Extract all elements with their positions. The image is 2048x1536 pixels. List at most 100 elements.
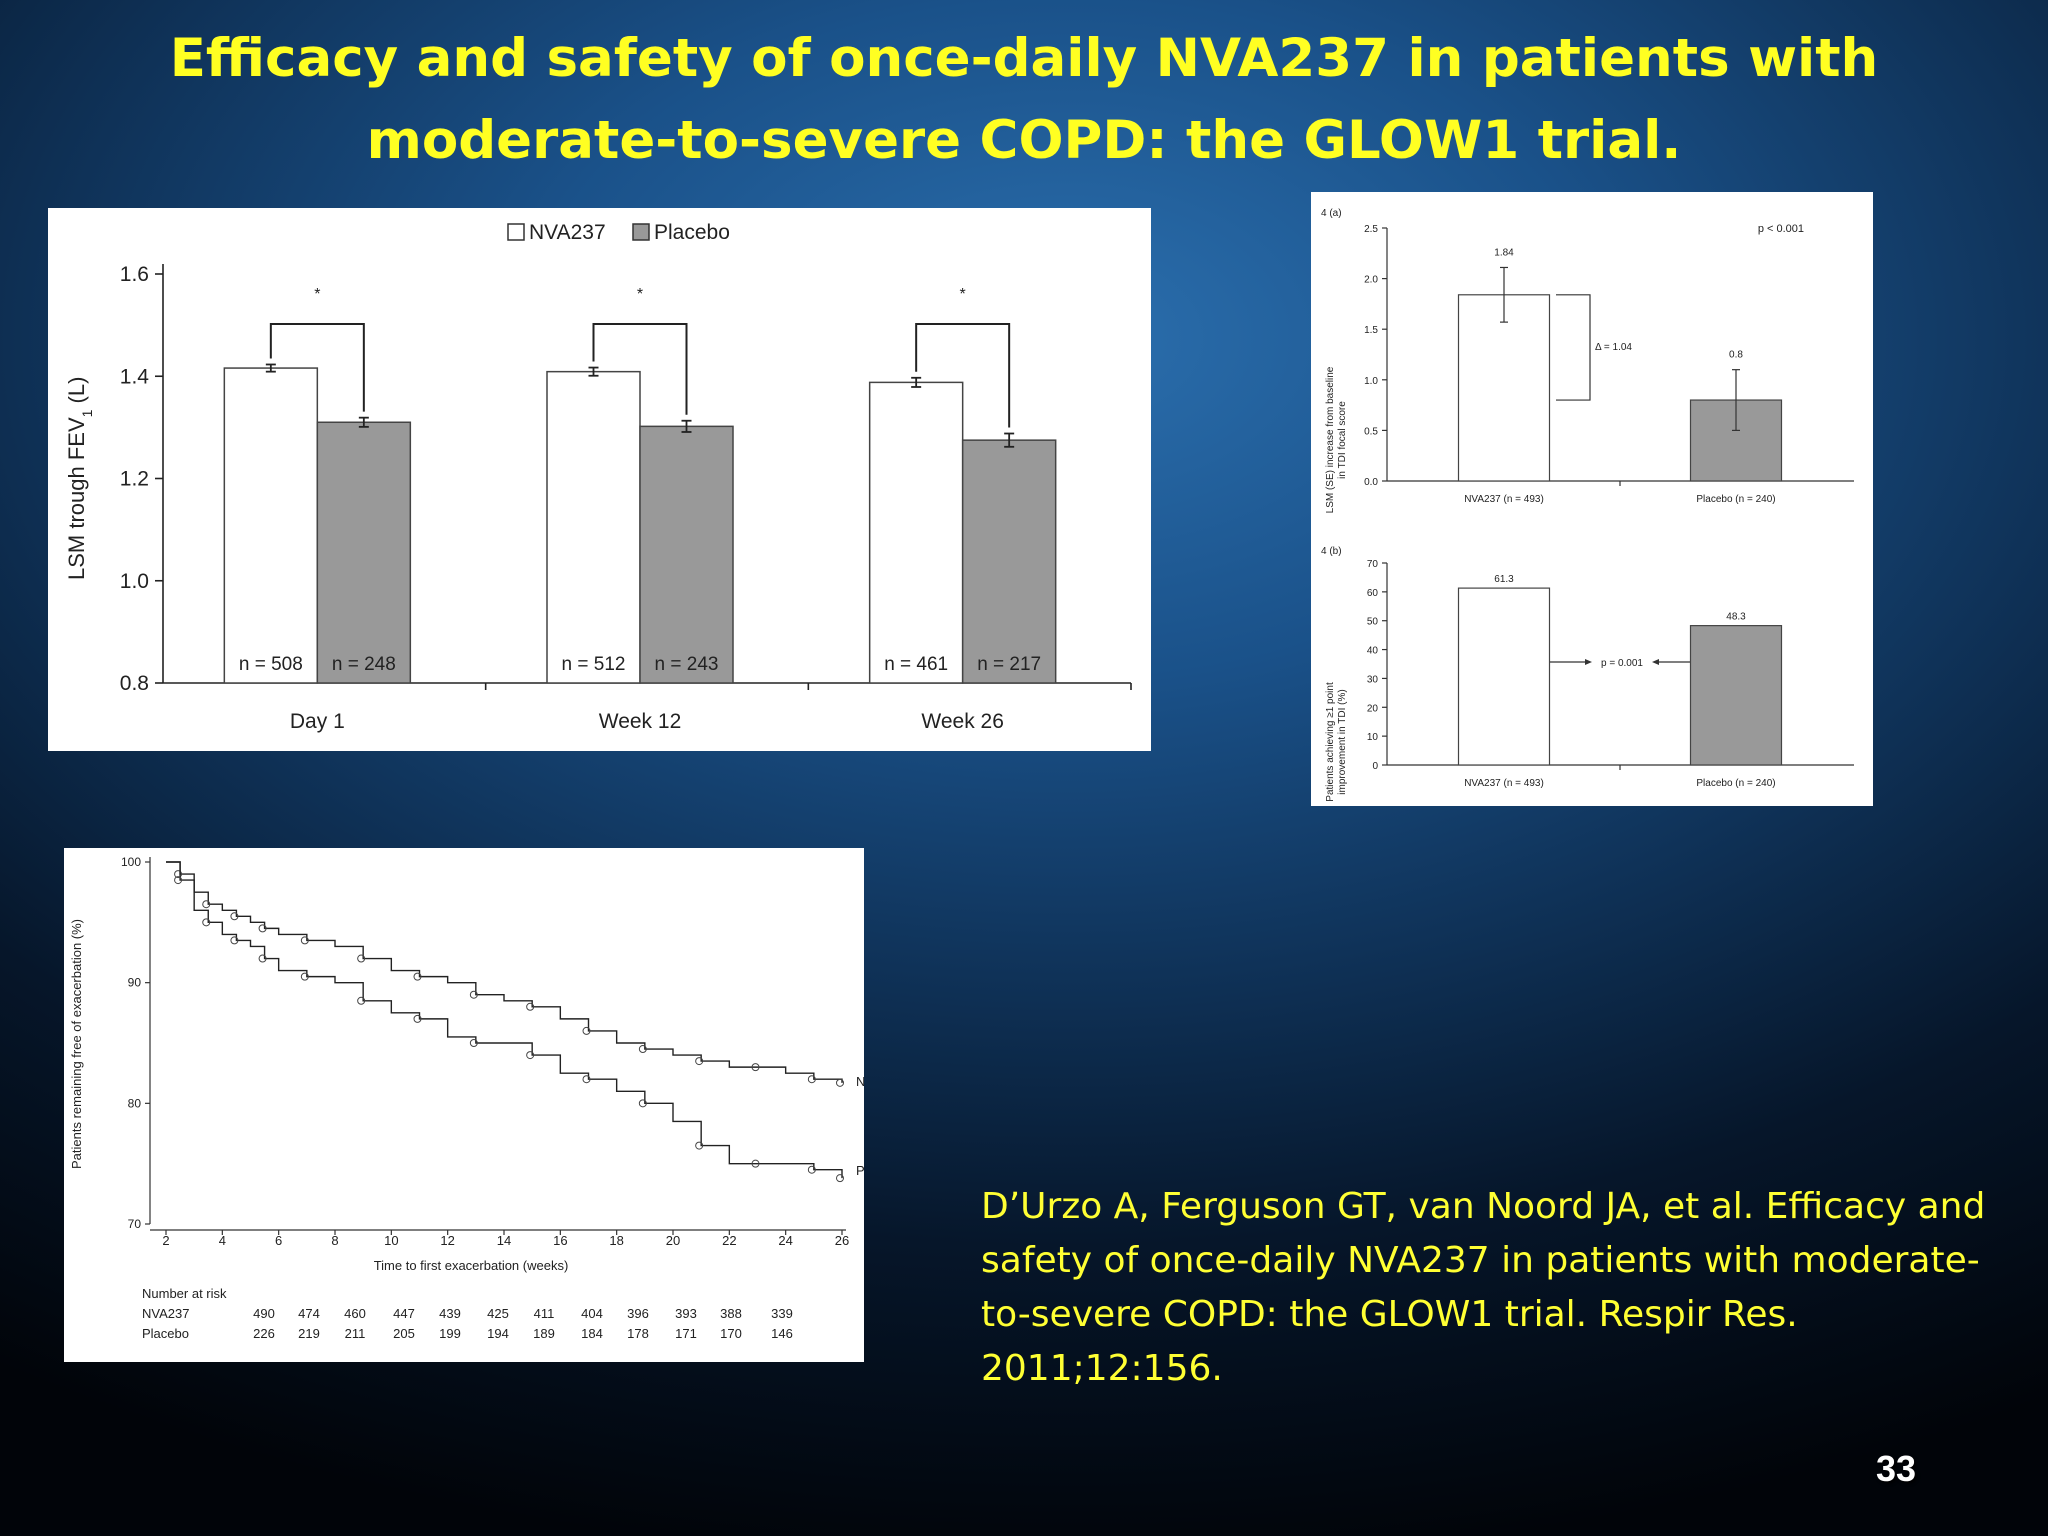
km-censor-mark <box>258 924 267 933</box>
km-x-tick-label: 6 <box>275 1233 282 1248</box>
km-censor-mark <box>174 876 183 885</box>
fev1-significance-star: * <box>960 286 966 303</box>
km-censor-mark <box>357 996 366 1005</box>
tdi-b-data-label: 61.3 <box>1494 574 1514 585</box>
fev1-bar-nva237 <box>868 381 964 684</box>
tdi-a-data-label: 0.8 <box>1729 350 1743 361</box>
tdi-b-y-tick-label: 20 <box>1367 703 1379 714</box>
km-censor-mark <box>413 972 422 981</box>
km-x-axis-label: Time to first exacerbation (weeks) <box>374 1258 569 1273</box>
fev1-y-axis-label: LSM trough FEV1 (L) <box>64 377 95 580</box>
fev1-significance-star: * <box>637 286 643 303</box>
risk-count-nva237: 474 <box>298 1306 320 1321</box>
km-x-tick-label: 20 <box>666 1233 680 1248</box>
fev1-y-tick-label: 0.8 <box>120 672 149 695</box>
risk-count-nva237: 393 <box>675 1306 697 1321</box>
km-censor-mark <box>526 1051 535 1060</box>
legend-swatch-placebo <box>632 223 650 241</box>
km-line-nva237 <box>166 861 843 1083</box>
risk-count-placebo: 178 <box>627 1326 649 1341</box>
legend-label-nva237: NVA237 <box>529 221 606 244</box>
tdi-a-bar <box>1457 294 1551 482</box>
tdi-b-category-label: Placebo (n = 240) <box>1696 778 1775 789</box>
risk-count-nva237: 339 <box>771 1306 793 1321</box>
panel-label-4a: 4 (a) <box>1321 208 1342 219</box>
km-censor-mark <box>469 990 478 999</box>
risk-count-placebo: 194 <box>487 1326 509 1341</box>
tdi-a-category-label: Placebo (n = 240) <box>1696 494 1775 505</box>
tdi-a-data-label: 1.84 <box>1494 247 1514 258</box>
km-y-tick-label: 90 <box>128 976 142 990</box>
fev1-bar-placebo <box>961 439 1057 684</box>
km-x-tick-label: 4 <box>219 1233 226 1248</box>
tdi-a-y-tick-label: 2.0 <box>1364 275 1378 286</box>
risk-count-nva237: 439 <box>439 1306 461 1321</box>
risk-count-placebo: 184 <box>581 1326 603 1341</box>
fev1-category-label: Week 12 <box>599 710 682 733</box>
tdi-a-delta-bracket <box>1556 294 1591 401</box>
tdi-b-y-label-line2: improvement in TDI (%) <box>1337 689 1348 794</box>
fev1-category-label: Week 26 <box>921 710 1004 733</box>
fev1-n-label: n = 461 <box>884 654 948 675</box>
tdi-b-y-tick-label: 50 <box>1367 617 1379 628</box>
km-censor-mark <box>258 954 267 963</box>
km-censor-mark <box>582 1026 591 1035</box>
legend-label-placebo: Placebo <box>654 221 730 244</box>
tdi-a-y-tick-label: 0.5 <box>1364 426 1378 437</box>
risk-count-placebo: 199 <box>439 1326 461 1341</box>
tdi-a-y-tick-label: 1.0 <box>1364 376 1378 387</box>
fev1-significance-bracket <box>269 323 365 412</box>
risk-count-nva237: 490 <box>253 1306 275 1321</box>
fev1-y-tick-label: 1.2 <box>120 468 149 491</box>
risk-count-placebo: 171 <box>675 1326 697 1341</box>
fev1-bar-nva237 <box>546 370 641 684</box>
citation-text: D’Urzo A, Ferguson GT, van Noord JA, et … <box>981 1186 1986 1389</box>
km-x-tick-label: 10 <box>384 1233 398 1248</box>
fev1-n-label: n = 508 <box>239 654 303 675</box>
km-censor-mark <box>751 1159 760 1168</box>
risk-count-nva237: 411 <box>534 1306 555 1321</box>
km-censor-mark <box>202 900 211 909</box>
risk-count-placebo: 226 <box>253 1326 275 1341</box>
km-censor-mark <box>469 1039 478 1047</box>
km-y-axis-label: Patients remaining free of exacerbation … <box>69 919 84 1169</box>
km-censor-mark <box>357 954 366 963</box>
km-censor-mark <box>582 1075 591 1084</box>
km-censor-mark <box>807 1075 816 1084</box>
fev1-bar-placebo <box>316 421 412 684</box>
tdi-a-y-label-line1: LSM (SE) increase from baseline <box>1325 366 1336 513</box>
tdi-b-p-value: p = 0.001 <box>1601 658 1643 669</box>
km-x-tick-label: 2 <box>162 1233 169 1248</box>
slide-number: 33 <box>1876 1448 1917 1489</box>
km-x-tick-label: 16 <box>553 1233 567 1248</box>
fev1-significance-bracket <box>915 323 1011 428</box>
risk-count-placebo: 205 <box>393 1326 415 1341</box>
tdi-b-y-tick-label: 40 <box>1367 646 1379 657</box>
km-censor-mark <box>638 1099 647 1108</box>
km-y-tick-label: 80 <box>128 1096 142 1110</box>
tdi-b-bar <box>1689 625 1783 766</box>
km-censor-mark <box>638 1045 647 1054</box>
tdi-b-arrowhead-right <box>1652 659 1659 665</box>
tdi-b-y-tick-label: 30 <box>1367 674 1379 685</box>
risk-count-nva237: 404 <box>581 1306 603 1321</box>
risk-count-nva237: 396 <box>627 1306 649 1321</box>
km-y-tick-label: 100 <box>121 855 141 869</box>
tdi-a-y-tick-label: 0.0 <box>1364 477 1378 488</box>
tdi-a-category-label: NVA237 (n = 493) <box>1464 494 1544 505</box>
tdi-a-y-tick-label: 1.5 <box>1364 325 1378 336</box>
km-x-tick-label: 22 <box>722 1233 736 1248</box>
risk-count-placebo: 170 <box>720 1326 742 1341</box>
fev1-category-label: Day 1 <box>290 710 345 733</box>
km-censor-mark <box>807 1165 816 1174</box>
fev1-n-label: n = 217 <box>977 654 1041 675</box>
legend-swatch-nva237 <box>507 223 525 241</box>
risk-count-nva237: 388 <box>720 1306 742 1321</box>
fev1-chart-panel: NVA237 Placebo LSM trough FEV1 (L) 0.8 1.… <box>48 208 1151 751</box>
fev1-n-label: n = 512 <box>562 654 626 675</box>
fev1-n-label: n = 243 <box>655 654 719 675</box>
tdi-bar-charts: 4 (a) p < 0.001 Δ = 1.04 LSM (SE) increa… <box>1321 208 1854 802</box>
fev1-bar-nva237 <box>223 367 319 684</box>
title-line-2: moderate-to-severe COPD: the GLOW1 trial… <box>366 110 1682 171</box>
title-line-1: Efficacy and safety of once-daily NVA237… <box>169 28 1879 89</box>
